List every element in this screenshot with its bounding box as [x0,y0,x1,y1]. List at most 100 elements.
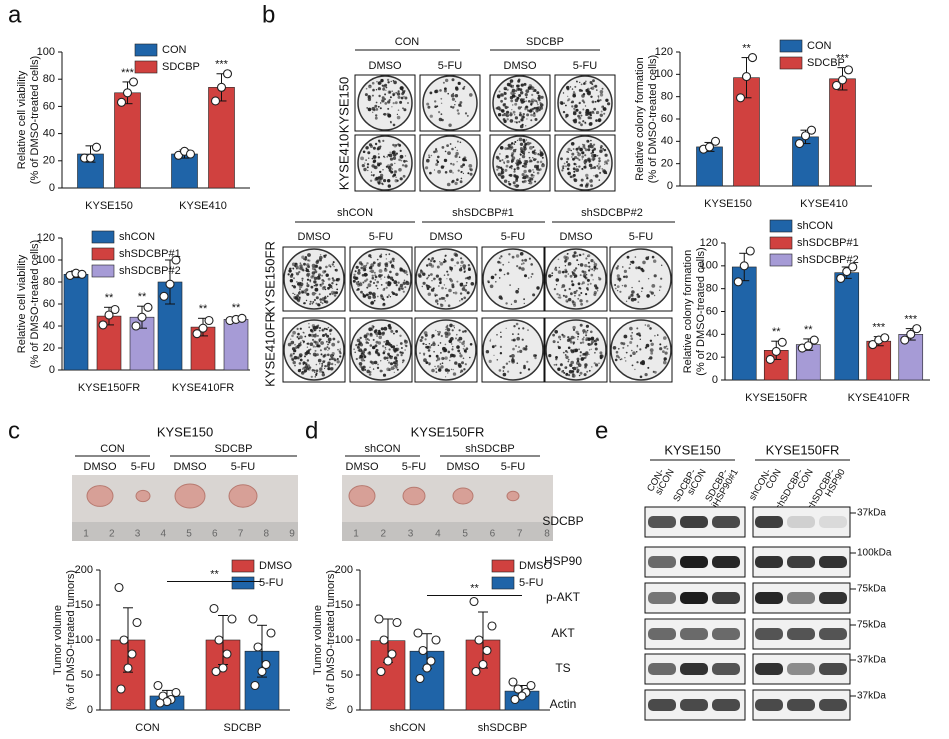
colony [604,153,608,157]
colony [528,179,532,183]
colony [352,279,356,283]
colony [292,352,295,355]
colony [593,265,597,269]
legend-label: 5-FU [519,577,544,589]
colony [518,266,522,270]
colony [452,292,455,294]
colony [631,349,633,352]
y-tick-label: 40 [661,135,673,147]
colony [449,323,453,328]
colony [377,341,382,345]
colony [565,270,568,273]
colony [506,160,510,164]
colony [307,276,310,278]
colony [300,268,303,270]
colony [405,160,408,162]
colony [427,292,431,296]
colony [396,92,401,96]
colony [297,291,301,295]
colony [559,363,563,367]
treatment-label: DMSO [504,60,537,72]
colony [498,295,503,300]
colony [368,351,371,354]
colony [499,153,501,155]
colony [374,104,378,108]
colony [586,177,589,180]
colony [428,262,433,267]
colony [402,281,406,285]
colony [537,96,541,100]
colony [392,174,395,178]
y-axis-label: Relative cell viability [16,254,28,353]
colony [388,253,391,256]
colony [435,354,439,358]
colonies [352,253,410,307]
colony [429,91,433,95]
legend-swatch [769,236,793,250]
data-point [383,656,393,666]
colony [578,102,580,104]
colony [428,156,431,159]
colony [580,183,583,187]
colony [583,270,587,275]
data-point [204,315,214,326]
data-point [843,65,854,75]
colony [590,82,592,84]
group-label: shCON [364,443,400,455]
marker-label: 37kDa [857,691,886,702]
colony [377,331,382,336]
blot-row-label: AKT [551,626,575,640]
y-tick-label: 80 [43,276,55,288]
colony [456,149,458,151]
data-point [431,635,441,645]
colony [380,360,382,362]
colony [598,163,600,165]
colony [516,84,519,88]
colony [580,302,583,306]
colony [579,147,583,152]
colony [399,342,403,345]
colony [335,279,337,282]
colony [567,262,572,266]
colony [367,338,369,340]
colony [654,334,656,337]
ruler-number: 3 [135,529,141,540]
colony [629,263,632,266]
colony [398,144,402,147]
colony [331,287,334,289]
colony [513,184,516,187]
colony [430,273,433,276]
colony [628,267,631,270]
significance-label: ** [105,292,114,304]
colony [537,104,539,106]
data-point [868,340,878,350]
colony [313,280,317,284]
colony [444,150,447,153]
colony [587,265,589,268]
colony [446,278,448,280]
colony [429,114,433,118]
colony [360,357,365,362]
colony [324,295,326,298]
colony [560,157,563,161]
colony [289,267,292,270]
colony [456,140,459,143]
colony [391,278,395,282]
colony [314,376,317,378]
colony [318,293,321,296]
colony [450,258,454,262]
colony [315,363,318,366]
colony [303,332,305,334]
y-tick-label: 20 [43,155,55,167]
colony [521,173,525,177]
colony [368,254,372,258]
legend-swatch [91,264,115,278]
colony [526,360,529,363]
colony [592,79,595,83]
colony [362,265,367,269]
colony [450,162,453,165]
colony [439,89,442,92]
colony [450,105,453,109]
colony [325,265,328,269]
colony [641,269,645,273]
